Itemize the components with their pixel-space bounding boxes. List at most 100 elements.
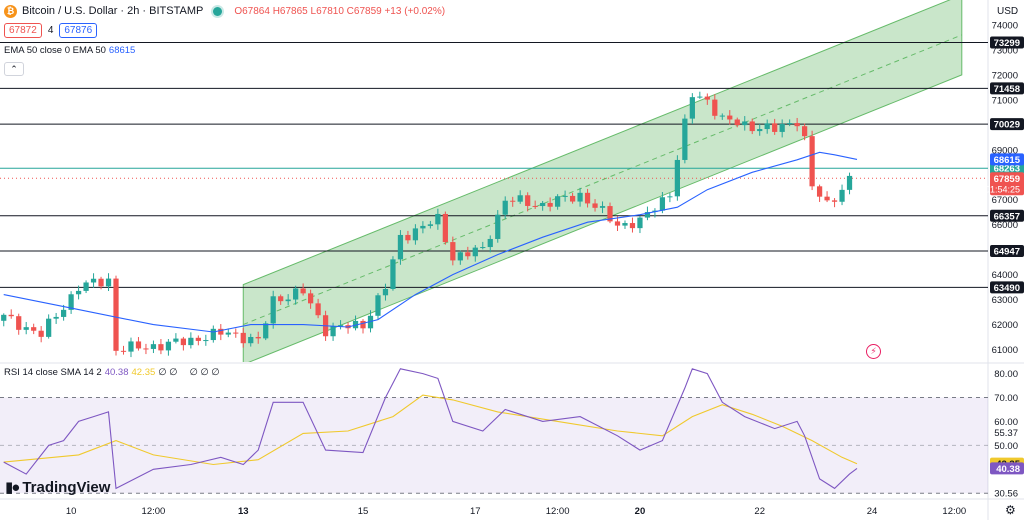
candle-body <box>195 337 201 341</box>
candle-body <box>457 252 463 261</box>
candle-body <box>584 192 591 204</box>
last-price-bg <box>990 172 1024 196</box>
candle-body <box>629 223 636 229</box>
candle-body <box>614 221 621 226</box>
candle-body <box>263 323 269 339</box>
level-label: 73299 <box>994 38 1020 49</box>
candle-body <box>75 290 82 295</box>
candle-body <box>188 337 194 346</box>
candle-body <box>90 278 97 283</box>
price-tick-label: 69000 <box>992 145 1018 156</box>
rsi-marker-bg <box>990 462 1024 475</box>
candle-body <box>480 247 486 249</box>
ema-legend[interactable]: EMA 50 close 0 EMA 50 68615 <box>4 45 135 56</box>
settings-gear-icon[interactable]: ⚙ <box>1005 503 1016 517</box>
ema-value: 68615 <box>108 45 136 56</box>
candle-body <box>525 195 531 206</box>
time-tick-label: 12:00 <box>546 506 570 517</box>
tradingview-logo[interactable]: ▮● TradingView <box>5 478 110 497</box>
time-tick-label: 15 <box>358 506 369 517</box>
level-label: 63490 <box>994 283 1020 294</box>
candle-body <box>674 159 680 197</box>
price-tick-label: 74000 <box>992 20 1018 31</box>
candle-body <box>113 278 119 351</box>
candle-body <box>397 234 404 260</box>
rsi-line <box>3 368 858 490</box>
lightning-icon[interactable]: ⚡ <box>866 344 881 359</box>
ema-price-label-bg <box>990 153 1024 166</box>
level-label: 68263 <box>994 164 1020 175</box>
countdown-label: 01:54:25 <box>985 184 1020 194</box>
candle-body <box>517 195 523 202</box>
level-label-bg <box>990 36 1024 49</box>
rsi-band <box>0 397 988 494</box>
candle-body <box>831 200 838 202</box>
time-tick-label: 17 <box>470 506 481 517</box>
trade-buttons: 67872 4 67876 <box>4 23 98 38</box>
candle-body <box>824 196 830 201</box>
candle-body <box>120 350 127 352</box>
candle-body <box>540 202 546 207</box>
candle-body <box>1 314 7 321</box>
candle-body <box>375 295 381 316</box>
price-tick-label: 64000 <box>992 270 1018 281</box>
candle-body <box>502 200 508 215</box>
ema-50-line <box>3 151 858 333</box>
candle-body <box>846 175 853 190</box>
candle-body <box>330 326 336 337</box>
candle-body <box>225 332 231 335</box>
candle-body <box>697 96 703 98</box>
rsi-legend[interactable]: RSI 14 close SMA 14 2 40.38 42.35 ∅ ∅ ∅ ∅ ∅ <box>4 367 220 378</box>
level-label-bg <box>990 281 1024 294</box>
symbol-header[interactable]: ₿ Bitcoin / U.S. Dollar · 2h · BITSTAMP … <box>4 3 445 19</box>
candle-body <box>659 197 666 211</box>
candle-body <box>682 118 688 160</box>
collapse-legend-button[interactable]: ⌃ <box>4 62 24 76</box>
candle-body <box>382 289 389 296</box>
level-label-bg <box>990 118 1024 131</box>
candle-body <box>562 195 568 197</box>
tradingview-mark-icon: ▮● <box>5 479 20 496</box>
candle-body <box>704 96 710 100</box>
rsi-marker-label: 40.38 <box>996 464 1020 475</box>
buy-button[interactable]: 67876 <box>59 23 98 38</box>
price-tick-label: 71000 <box>992 95 1018 106</box>
candle-body <box>802 126 808 137</box>
price-tick-label: 73000 <box>992 45 1018 56</box>
candle-body <box>435 213 441 225</box>
level-label-bg <box>990 209 1024 222</box>
candle-body <box>31 327 37 331</box>
currency-label[interactable]: USD <box>997 6 1019 17</box>
candle-body <box>360 320 366 329</box>
candle-body <box>285 299 291 302</box>
ohlc-readout: O67864 H67865 L67810 C67859 +13 (+0.02%) <box>234 5 446 17</box>
candle-body <box>555 196 561 207</box>
spread-value: 4 <box>47 25 54 36</box>
candle-body <box>255 336 261 339</box>
candle-body <box>83 282 89 291</box>
rsi-tick-label: 70.00 <box>994 393 1018 404</box>
candle-body <box>742 121 748 126</box>
candle-body <box>727 115 733 120</box>
rsi-lower-band-label: 30.56 <box>994 489 1018 500</box>
candle-body <box>390 259 396 290</box>
candle-body <box>248 336 254 344</box>
candle-body <box>809 136 815 187</box>
time-tick-label: 12:00 <box>142 506 166 517</box>
time-tick-label: 12:00 <box>942 506 966 517</box>
level-label: 70029 <box>994 120 1020 131</box>
candle-body <box>23 327 29 330</box>
ema-label: EMA 50 close 0 EMA 50 <box>4 45 106 56</box>
candle-body <box>667 196 673 198</box>
candle-body <box>787 123 793 125</box>
candle-body <box>16 316 22 330</box>
candle-body <box>712 99 718 116</box>
candle-body <box>719 115 725 117</box>
sell-button[interactable]: 67872 <box>4 23 42 38</box>
candle-body <box>599 206 606 208</box>
last-price-label: 67859 <box>994 174 1020 185</box>
candle-body <box>816 186 823 197</box>
candle-body <box>143 348 149 350</box>
symbol-title[interactable]: Bitcoin / U.S. Dollar · 2h · BITSTAMP <box>22 5 204 17</box>
